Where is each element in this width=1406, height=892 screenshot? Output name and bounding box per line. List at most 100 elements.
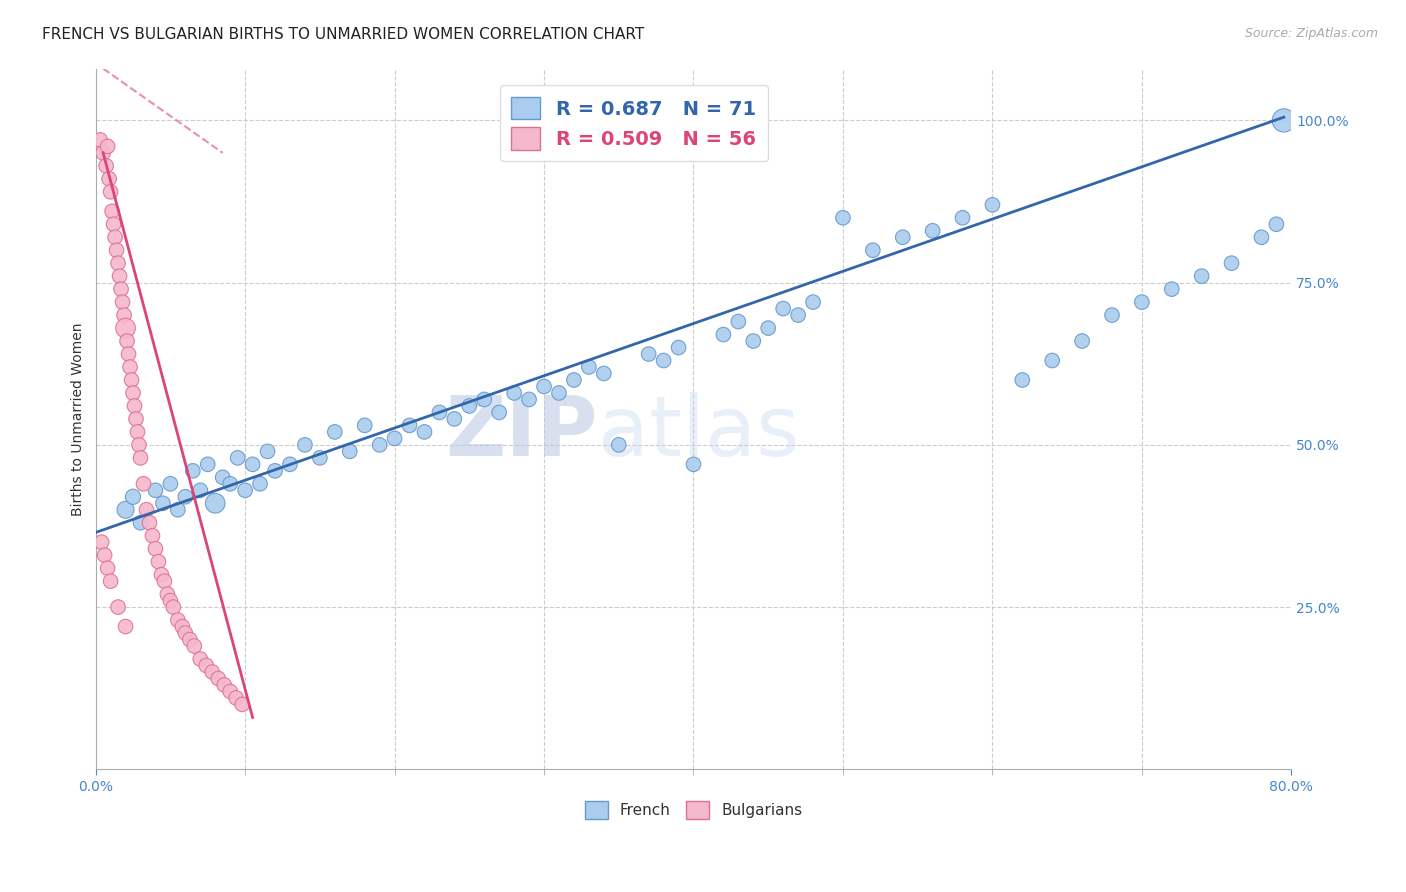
- Point: [742, 334, 765, 348]
- Point: [114, 321, 136, 335]
- Point: [1191, 269, 1213, 284]
- Point: [114, 502, 136, 516]
- Point: [443, 412, 465, 426]
- Point: [153, 574, 176, 588]
- Point: [172, 619, 194, 633]
- Point: [179, 632, 201, 647]
- Point: [118, 359, 141, 374]
- Point: [1101, 308, 1123, 322]
- Point: [517, 392, 540, 407]
- Point: [256, 444, 278, 458]
- Point: [121, 373, 143, 387]
- Point: [122, 386, 145, 401]
- Point: [429, 405, 451, 419]
- Point: [97, 561, 120, 575]
- Point: [94, 159, 117, 173]
- Point: [117, 347, 139, 361]
- Point: [100, 574, 122, 588]
- Point: [204, 496, 226, 510]
- Point: [727, 315, 749, 329]
- Text: atlas: atlas: [598, 392, 800, 474]
- Point: [637, 347, 659, 361]
- Point: [188, 652, 211, 666]
- Point: [1272, 113, 1295, 128]
- Legend: French, Bulgarians: French, Bulgarians: [579, 795, 808, 825]
- Point: [97, 139, 120, 153]
- Point: [181, 464, 204, 478]
- Point: [207, 672, 229, 686]
- Point: [458, 399, 481, 413]
- Point: [384, 431, 406, 445]
- Point: [197, 458, 219, 472]
- Point: [801, 295, 824, 310]
- Y-axis label: Births to Unmarried Women: Births to Unmarried Women: [72, 322, 86, 516]
- Point: [225, 690, 247, 705]
- Point: [503, 386, 526, 401]
- Point: [108, 269, 131, 284]
- Point: [1265, 217, 1288, 231]
- Point: [91, 145, 114, 160]
- Point: [713, 327, 735, 342]
- Point: [112, 308, 135, 322]
- Point: [233, 483, 256, 498]
- Point: [607, 438, 630, 452]
- Point: [1130, 295, 1153, 310]
- Point: [891, 230, 914, 244]
- Point: [308, 450, 330, 465]
- Point: [104, 230, 127, 244]
- Point: [323, 425, 346, 439]
- Point: [682, 458, 704, 472]
- Point: [127, 425, 149, 439]
- Point: [129, 450, 152, 465]
- Point: [756, 321, 779, 335]
- Point: [981, 198, 1004, 212]
- Point: [488, 405, 510, 419]
- Point: [156, 587, 179, 601]
- Point: [159, 476, 181, 491]
- Point: [103, 217, 125, 231]
- Point: [264, 464, 287, 478]
- Point: [145, 483, 167, 498]
- Point: [592, 367, 614, 381]
- Point: [135, 502, 157, 516]
- Point: [90, 535, 112, 549]
- Point: [548, 386, 571, 401]
- Point: [772, 301, 794, 316]
- Point: [159, 593, 181, 607]
- Point: [93, 548, 115, 562]
- Point: [152, 496, 174, 510]
- Point: [195, 658, 218, 673]
- Point: [125, 412, 148, 426]
- Point: [124, 399, 146, 413]
- Point: [129, 516, 152, 530]
- Point: [787, 308, 810, 322]
- Point: [226, 450, 249, 465]
- Point: [114, 619, 136, 633]
- Point: [668, 341, 690, 355]
- Point: [1220, 256, 1243, 270]
- Point: [148, 555, 170, 569]
- Point: [138, 516, 160, 530]
- Point: [1040, 353, 1063, 368]
- Point: [98, 171, 121, 186]
- Point: [368, 438, 391, 452]
- Point: [174, 490, 197, 504]
- Point: [201, 665, 224, 679]
- Text: ZIP: ZIP: [446, 392, 598, 474]
- Point: [101, 204, 124, 219]
- Point: [107, 256, 129, 270]
- Point: [578, 359, 600, 374]
- Point: [249, 476, 271, 491]
- Point: [242, 458, 264, 472]
- Point: [533, 379, 555, 393]
- Point: [174, 626, 197, 640]
- Point: [921, 224, 943, 238]
- Point: [162, 600, 184, 615]
- Point: [562, 373, 585, 387]
- Point: [128, 438, 150, 452]
- Point: [832, 211, 855, 225]
- Point: [132, 476, 155, 491]
- Point: [1011, 373, 1033, 387]
- Point: [167, 502, 190, 516]
- Point: [105, 243, 128, 257]
